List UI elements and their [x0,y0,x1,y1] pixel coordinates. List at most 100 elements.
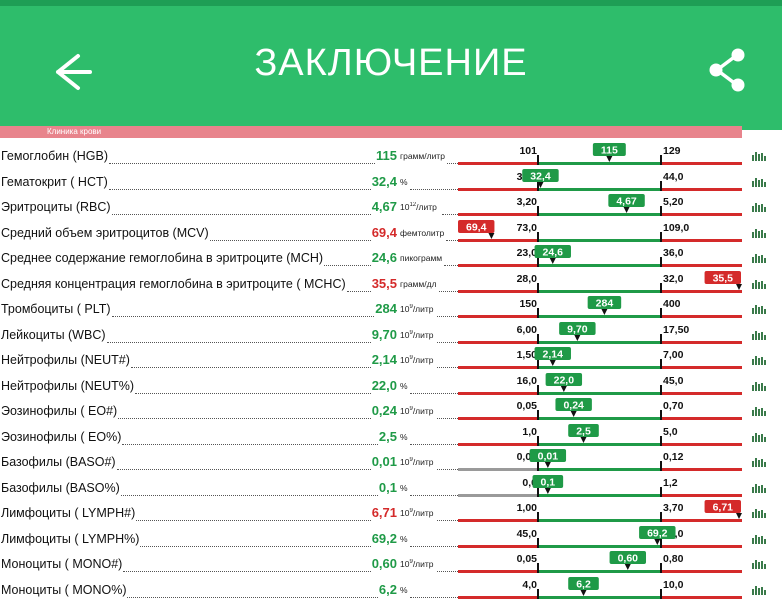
range-tick [537,282,539,293]
result-row[interactable]: Моноциты ( MONO#) 109/литр 0,60 0,05 0,80 0,6… [0,550,782,575]
result-row[interactable]: Гемоглобин (HGB) грамм/литр 115 101 129 115 [0,142,782,167]
value-marker [458,219,495,233]
result-row[interactable]: Гематокрит ( HCT)%32,432,044,032,4 [0,168,782,193]
value-marker [639,525,676,539]
range-low-zone [458,595,538,599]
history-chart-icon[interactable] [752,381,768,391]
range-tick [660,410,662,420]
history-chart-icon[interactable] [752,151,768,161]
history-chart-bar [761,586,763,595]
result-label: Среднее содержание гемоглобина в эритроц… [1,251,324,265]
range-low-zone [458,391,538,395]
history-chart-bar [752,486,754,493]
value-pointer [736,283,742,290]
history-chart-bar [758,332,760,340]
result-label: Средний объем эритроцитов (MCV) [1,225,209,240]
result-value: 22,0 [371,377,397,393]
history-chart-icon[interactable] [752,279,768,289]
history-chart-icon[interactable] [752,534,768,544]
value-marker [587,296,622,309]
back-button[interactable] [44,46,96,98]
section-bar: Клиника крови [0,126,742,138]
result-value: 0,01 [371,454,397,469]
result-value: 6,2 [378,581,397,597]
history-chart-icon[interactable] [752,457,768,467]
range-low-label: 3,20 [517,196,538,208]
history-chart-icon[interactable] [752,202,768,212]
share-button[interactable] [706,46,750,94]
value-pointer [488,232,495,239]
result-row[interactable]: Лимфоциты ( LYMPH#) 109/литр 6,71 1,00 3,70 6… [0,499,782,524]
history-chart-icon[interactable] [752,228,768,238]
history-chart-icon[interactable] [752,304,768,314]
history-chart-icon[interactable] [752,559,768,569]
result-row[interactable]: Среднее содержание гемоглобина в эритроц… [0,244,782,269]
dot-leader [438,290,458,292]
unit-text: % [400,584,408,595]
range-tick [660,155,662,165]
result-row[interactable]: Эозинофилы ( EO#) 109/литр 0,24 0,05 0,70 0,2… [0,397,782,422]
value-marker-label: 69,4 [466,221,487,233]
result-row[interactable]: Базофилы (BASO#) 109/литр 0,01 0,00 0,12 0,01 [0,448,782,473]
value-pointer [606,156,613,162]
result-row[interactable]: Тромбоциты ( PLT) 109/литр 284 150 400 284 [0,295,782,320]
dot-leader [111,214,371,215]
history-chart-icon[interactable] [752,508,768,518]
range-bar: 150 400 284 [458,296,742,318]
result-row[interactable]: Эозинофилы ( EO%)% 2,5 1,0 5,0 2,5 [0,423,782,448]
dot-leader [324,265,371,266]
history-chart-icon[interactable] [752,585,768,595]
history-chart-icon[interactable] [752,406,768,416]
value-pointer [544,462,551,468]
result-row[interactable]: Средняя концентрация гемоглобина в эритр… [0,270,782,295]
range-normal-zone [538,519,661,522]
range-normal-zone [538,213,661,216]
value-marker-label: 4,67 [616,196,637,208]
result-row[interactable]: Лимфоциты ( LYMPH%)%69,245,070,069,2 [0,525,782,550]
result-value: 2,14 [371,352,397,367]
range-high-label: 7,00 [663,349,684,361]
range-bar: 0,05 0,80 0,60 [458,551,742,573]
result-value: 284 [375,301,397,316]
range-normal-zone [538,162,661,165]
result-value: 0,1 [378,479,397,495]
range-normal-zone [538,289,661,293]
value-marker [534,245,571,258]
history-chart-icon[interactable] [752,330,768,340]
history-chart-icon[interactable] [752,432,768,442]
history-chart-bar [758,230,760,238]
range-tick [537,359,539,369]
history-chart-icon[interactable] [752,253,768,263]
range-low-zone [458,417,538,420]
range-bar: 1,00 3,70 6,71 [458,500,742,522]
result-value: 9,70 [371,326,397,342]
result-row[interactable]: Лейкоциты (WBC) 109/литр 9,70 6,00 17,50 9,70 [0,321,782,346]
result-row[interactable]: Моноциты ( MONO%)% 6,2 4,0 10,0 6,2 [0,576,782,601]
result-row[interactable]: Нейтрофилы (NEUT%)% 22,0 16,0 45,0 22,0 [0,372,782,397]
history-chart-bar [755,585,757,595]
history-chart-icon[interactable] [752,355,768,365]
history-chart-bar [764,564,766,569]
history-chart-bar [755,432,757,442]
value-marker [555,398,592,411]
history-chart-icon[interactable] [752,483,768,493]
history-chart-bar [758,562,760,569]
result-row[interactable]: Средний объем эритроцитов (MCV) фемтолитр… [0,219,782,244]
result-label: Средняя концентрация гемоглобина в эритр… [1,276,346,291]
unit-suffix: /литр [412,508,434,518]
value-marker [609,551,647,564]
range-bar: 23,0 36,0 24,6 [458,245,742,267]
result-row[interactable]: Эритроциты (RBC) 1012/литр 4,67 3,20 5,20 4,6… [0,193,782,218]
result-row[interactable]: Базофилы (BASO%)% 0,1 0,0 1,2 0,1 [0,474,782,499]
range-tick [537,588,539,599]
unit-exponent: 12 [409,202,417,209]
range-tick [660,308,662,318]
result-row[interactable]: Нейтрофилы (NEUT#) 109/литр 2,14 1,50 7,00 2,… [0,346,782,371]
result-label: Лимфоциты ( LYMPH#) [1,506,136,520]
result-label: Базофилы (BASO#) [1,455,116,469]
history-chart-bar [752,461,754,467]
value-marker-label: 0,01 [538,451,559,463]
history-chart-bar [752,512,754,518]
history-chart-icon[interactable] [752,177,768,187]
history-chart-bar [764,181,766,187]
